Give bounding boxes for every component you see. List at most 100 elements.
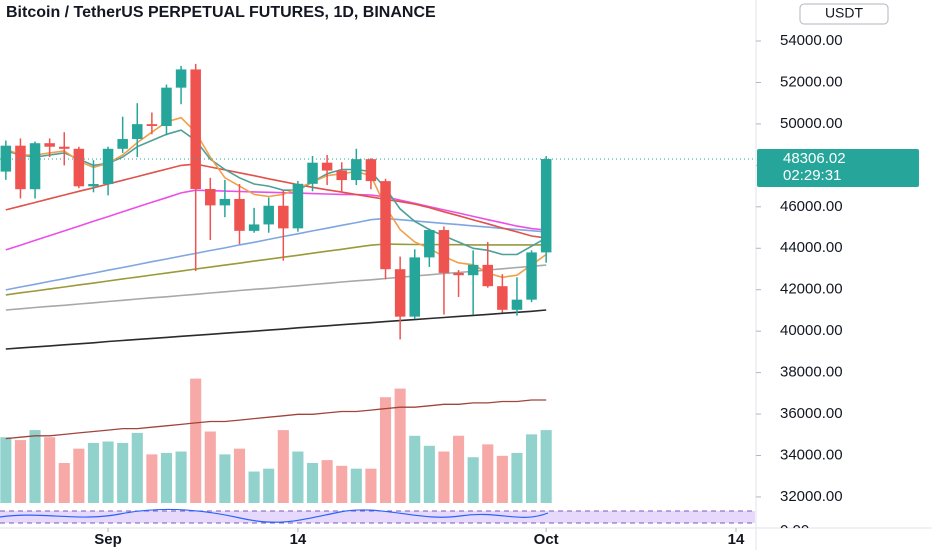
candle-body <box>292 183 304 229</box>
candle-body <box>132 124 143 140</box>
candle-body <box>117 139 128 149</box>
y-tick-label: 36000.00 <box>780 405 843 422</box>
candle-body <box>394 269 406 317</box>
candle-body <box>190 69 201 189</box>
volume-bar <box>321 460 333 503</box>
x-tick-label: Sep <box>94 531 122 548</box>
y-tick-label: 42000.00 <box>780 281 843 298</box>
y-tick-label: 32000.00 <box>780 488 843 505</box>
volume-bar <box>511 452 523 503</box>
volume-pane <box>0 378 552 503</box>
candle-body <box>497 286 508 310</box>
candle-body <box>205 188 216 206</box>
volume-bar <box>190 378 202 503</box>
candle-body <box>58 146 70 149</box>
candle-body <box>248 224 260 231</box>
candle-body <box>175 69 187 88</box>
candle-body <box>467 264 479 276</box>
volume-bar <box>409 435 421 503</box>
candle-body <box>526 252 537 300</box>
volume-bar <box>467 457 479 503</box>
volume-bar <box>131 432 143 503</box>
candle-body <box>161 87 172 126</box>
last-price: 48306.02 <box>783 150 846 167</box>
candle-body <box>73 148 85 187</box>
currency[interactable]: USDT <box>825 5 864 21</box>
moving-average <box>5 189 547 251</box>
y-tick-label: 54000.00 <box>780 32 843 49</box>
candle-body <box>321 162 333 171</box>
moving-average <box>5 129 547 256</box>
candle-body <box>219 198 231 206</box>
x-tick-label: Oct <box>534 531 559 548</box>
moving-averages <box>5 116 547 350</box>
candle-body <box>409 257 420 317</box>
volume-bar <box>350 468 362 503</box>
candle-body <box>88 184 99 187</box>
candle-body <box>29 143 41 190</box>
candle-body <box>380 181 391 270</box>
volume-bar <box>87 442 100 503</box>
y-tick-label: 34000.00 <box>780 446 843 463</box>
candle-body <box>146 124 158 126</box>
volume-bar <box>394 388 406 503</box>
moving-average <box>5 264 547 311</box>
y-tick-label: 40000.00 <box>780 322 843 339</box>
y-tick-label: 50000.00 <box>780 115 843 132</box>
moving-average <box>5 243 547 296</box>
oscillator-axis: 0.00 <box>780 522 809 539</box>
volume-bar <box>526 434 538 503</box>
candle-body <box>0 145 12 172</box>
volume-bar <box>160 452 173 503</box>
volume-average <box>5 399 547 440</box>
volume-bar <box>233 448 246 503</box>
candle-body <box>263 205 274 225</box>
candle-body <box>438 230 450 273</box>
candle-body <box>278 205 289 229</box>
volume-bar <box>365 468 377 503</box>
volume-bar <box>277 430 289 503</box>
volume-bar <box>14 440 26 503</box>
candle-body <box>102 148 114 185</box>
oscillator-signal <box>0 508 549 523</box>
volume-bar <box>263 468 275 503</box>
y-tick-label: 46000.00 <box>780 198 843 215</box>
volume-bar <box>438 451 450 503</box>
volume-bar <box>146 454 158 503</box>
oscillator-label: 0.00 <box>780 522 809 539</box>
countdown: 02:29:31 <box>783 167 841 184</box>
volume-bar <box>336 465 348 503</box>
chart-title: Bitcoin / TetherUS PERPETUAL FUTURES, 1D… <box>6 4 436 21</box>
volume-bar <box>117 442 129 503</box>
candle-body <box>482 264 494 287</box>
volume-bar <box>102 441 114 503</box>
moving-average <box>5 116 547 279</box>
volume-bar <box>175 451 187 503</box>
volume-bar <box>423 445 435 503</box>
candle-body <box>44 143 55 147</box>
candle-body <box>15 145 26 190</box>
volume-bar <box>29 430 41 503</box>
volume-bar <box>248 471 260 503</box>
y-tick-label: 52000.00 <box>780 73 843 90</box>
y-tick-label: 38000.00 <box>780 364 843 381</box>
currency-box[interactable] <box>799 3 889 25</box>
volume-bar <box>453 435 465 503</box>
moving-average <box>5 163 547 239</box>
candle-body <box>540 159 552 253</box>
moving-average <box>5 309 547 350</box>
volume-bar <box>379 397 392 503</box>
candle-body <box>351 159 362 181</box>
candle-body <box>424 230 435 258</box>
candle-body <box>453 272 464 276</box>
volume-bar <box>73 448 85 503</box>
x-tick-label: 14 <box>290 531 307 548</box>
volume-bar <box>306 462 319 503</box>
volume-bar <box>496 455 508 503</box>
moving-average <box>5 217 547 291</box>
candle-body <box>307 162 318 184</box>
candle-body <box>511 299 523 310</box>
volume-bar <box>219 454 231 503</box>
candles <box>0 63 552 340</box>
volume-bar <box>540 430 552 503</box>
